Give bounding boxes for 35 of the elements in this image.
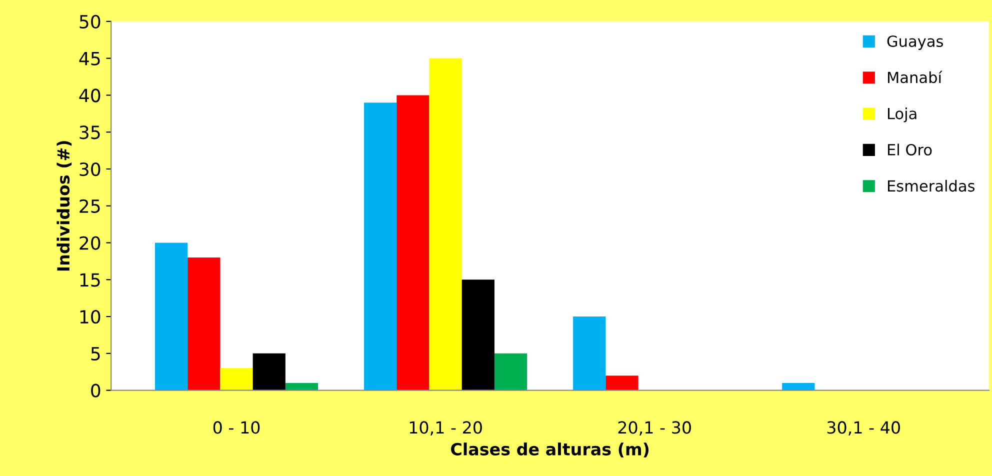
bar	[573, 316, 606, 390]
x-axis-title: Clases de alturas (m)	[451, 442, 649, 458]
bar	[285, 382, 318, 390]
y-tick-label: 50	[80, 14, 100, 29]
legend-label: Esmeraldas	[888, 180, 975, 192]
legend-label: Guayas	[887, 35, 943, 50]
bar	[429, 58, 462, 390]
bar	[188, 258, 220, 390]
y-tick-label: 35	[80, 126, 100, 140]
y-tick-label: 40	[79, 88, 100, 102]
x-tick-label: 10,1 - 20	[410, 421, 482, 436]
bar	[494, 353, 528, 390]
legend-label: El Oro	[888, 144, 932, 156]
legend-label: Manabí	[888, 70, 942, 84]
y-tick-label: 5	[91, 347, 100, 361]
y-tick-label: 30	[80, 162, 100, 176]
y-tick-label: 10	[80, 310, 100, 324]
bar	[364, 102, 397, 390]
y-tick-label: 20	[80, 236, 100, 250]
y-tick-label: 25	[80, 199, 100, 213]
bar	[220, 368, 253, 390]
x-tick-label: 30,1 - 40	[827, 421, 900, 436]
bar	[155, 242, 188, 390]
bar	[606, 376, 638, 390]
y-tick-label: 45	[79, 52, 100, 66]
bar	[252, 353, 286, 390]
legend-label: Loja	[888, 108, 916, 122]
bar	[462, 280, 494, 390]
y-tick-label: 0	[91, 384, 100, 398]
x-tick-label: 20,1 - 30	[618, 421, 691, 436]
bar	[396, 95, 430, 390]
bar	[782, 382, 815, 390]
x-tick-label: 0 - 10	[213, 421, 260, 434]
y-axis-title: Individuos (#)	[56, 141, 72, 271]
y-tick-label: 15	[80, 273, 100, 287]
